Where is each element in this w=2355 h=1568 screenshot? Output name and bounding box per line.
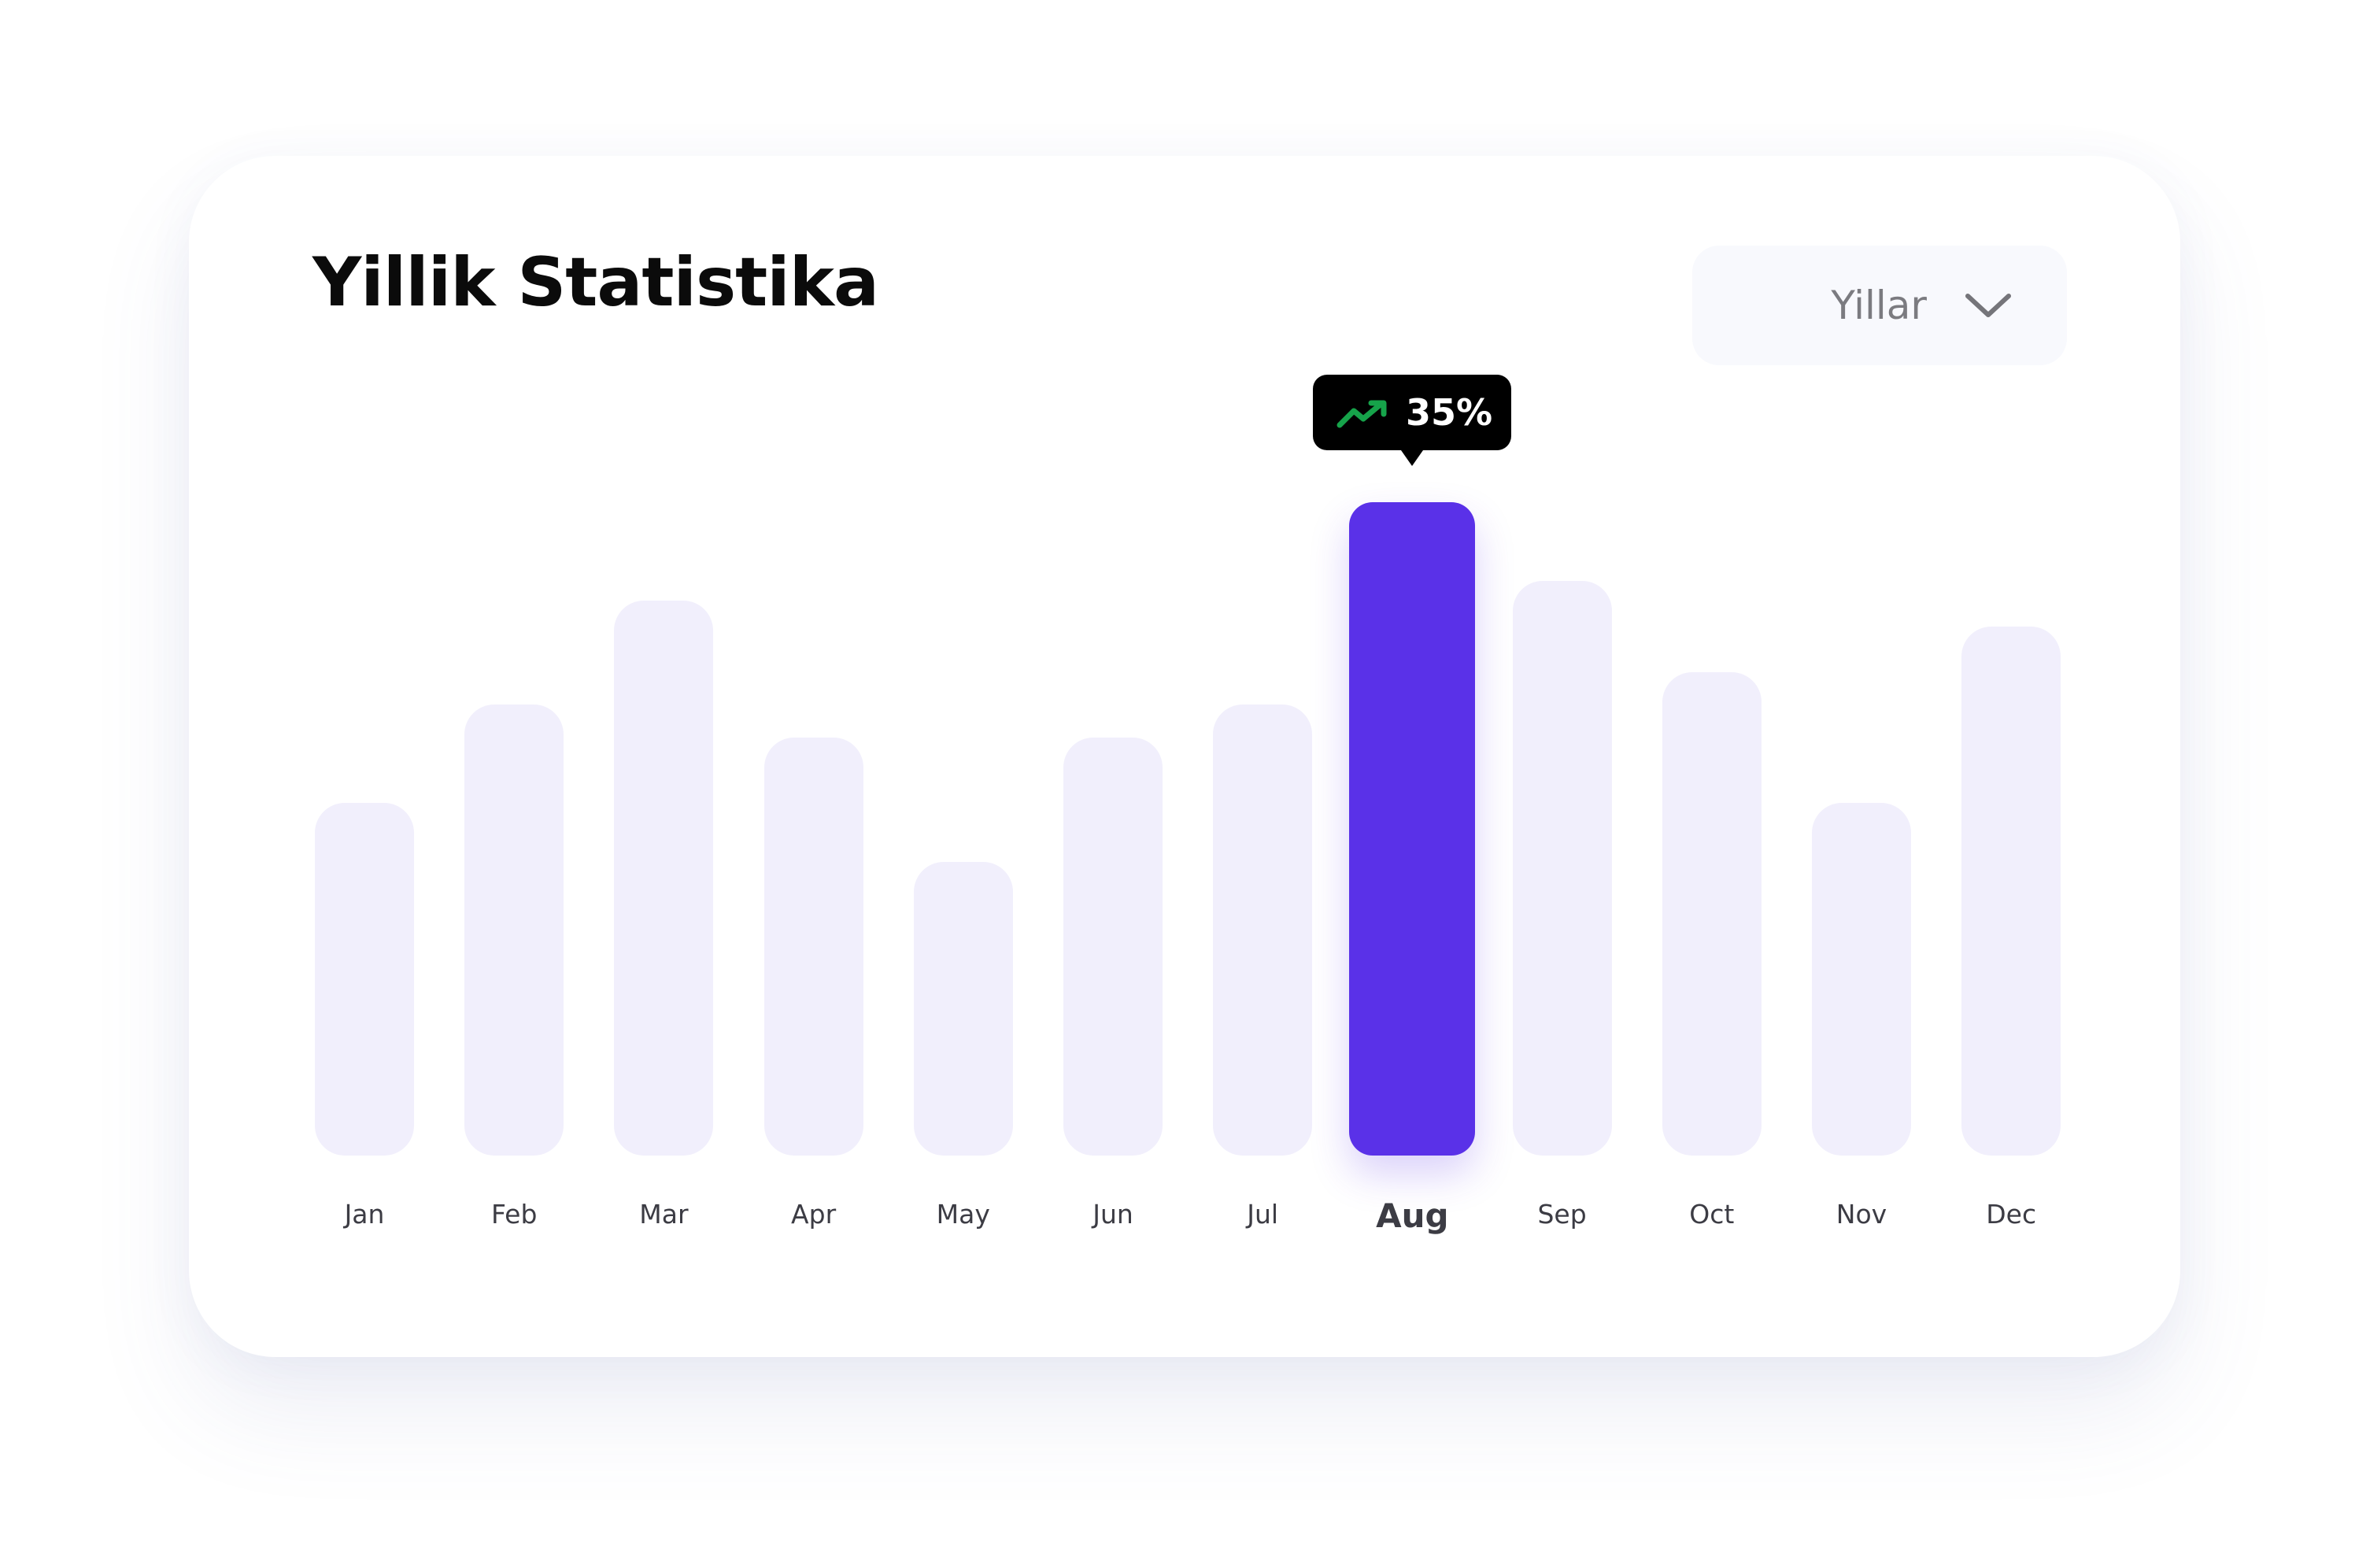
trending-up-icon	[1336, 400, 1387, 428]
month-label-feb: Feb	[490, 1199, 538, 1230]
years-dropdown[interactable]: Yillar	[1692, 246, 2067, 365]
month-label-apr: Apr	[791, 1199, 837, 1230]
tooltip-value: 35%	[1406, 391, 1493, 434]
bar-dec[interactable]	[1961, 626, 2061, 1156]
bar-apr[interactable]	[763, 737, 863, 1156]
bar-oct[interactable]	[1662, 671, 1762, 1156]
bar-may[interactable]	[913, 861, 1013, 1156]
card-title: Yillik Statistika	[312, 243, 879, 322]
bar-jul[interactable]	[1213, 704, 1313, 1156]
bar-jan[interactable]	[315, 802, 414, 1156]
bar-jun[interactable]	[1063, 737, 1163, 1156]
bar-nov[interactable]	[1812, 802, 1911, 1156]
month-label-sep: Sep	[1537, 1199, 1587, 1230]
bar-aug[interactable]	[1349, 502, 1476, 1156]
month-label-jun: Jun	[1092, 1199, 1133, 1230]
month-label-jan: Jan	[344, 1199, 385, 1230]
years-dropdown-label: Yillar	[1831, 283, 1927, 328]
month-label-oct: Oct	[1689, 1199, 1735, 1230]
bar-mar[interactable]	[614, 600, 714, 1156]
bar-feb[interactable]	[464, 704, 564, 1156]
month-label-jul: Jul	[1247, 1199, 1279, 1230]
chevron-down-icon	[1965, 294, 2011, 317]
month-label-mar: Mar	[639, 1199, 689, 1230]
month-label-aug: Aug	[1376, 1196, 1449, 1235]
month-label-dec: Dec	[1986, 1199, 2037, 1230]
yearly-statistics-card: Yillik Statistika Yillar 35% Jan Feb Mar Ap…	[189, 156, 2180, 1357]
month-label-nov: Nov	[1836, 1199, 1887, 1230]
highlight-tooltip: 35%	[1313, 375, 1511, 466]
bar-sep[interactable]	[1512, 580, 1612, 1156]
month-label-may: May	[936, 1199, 990, 1230]
